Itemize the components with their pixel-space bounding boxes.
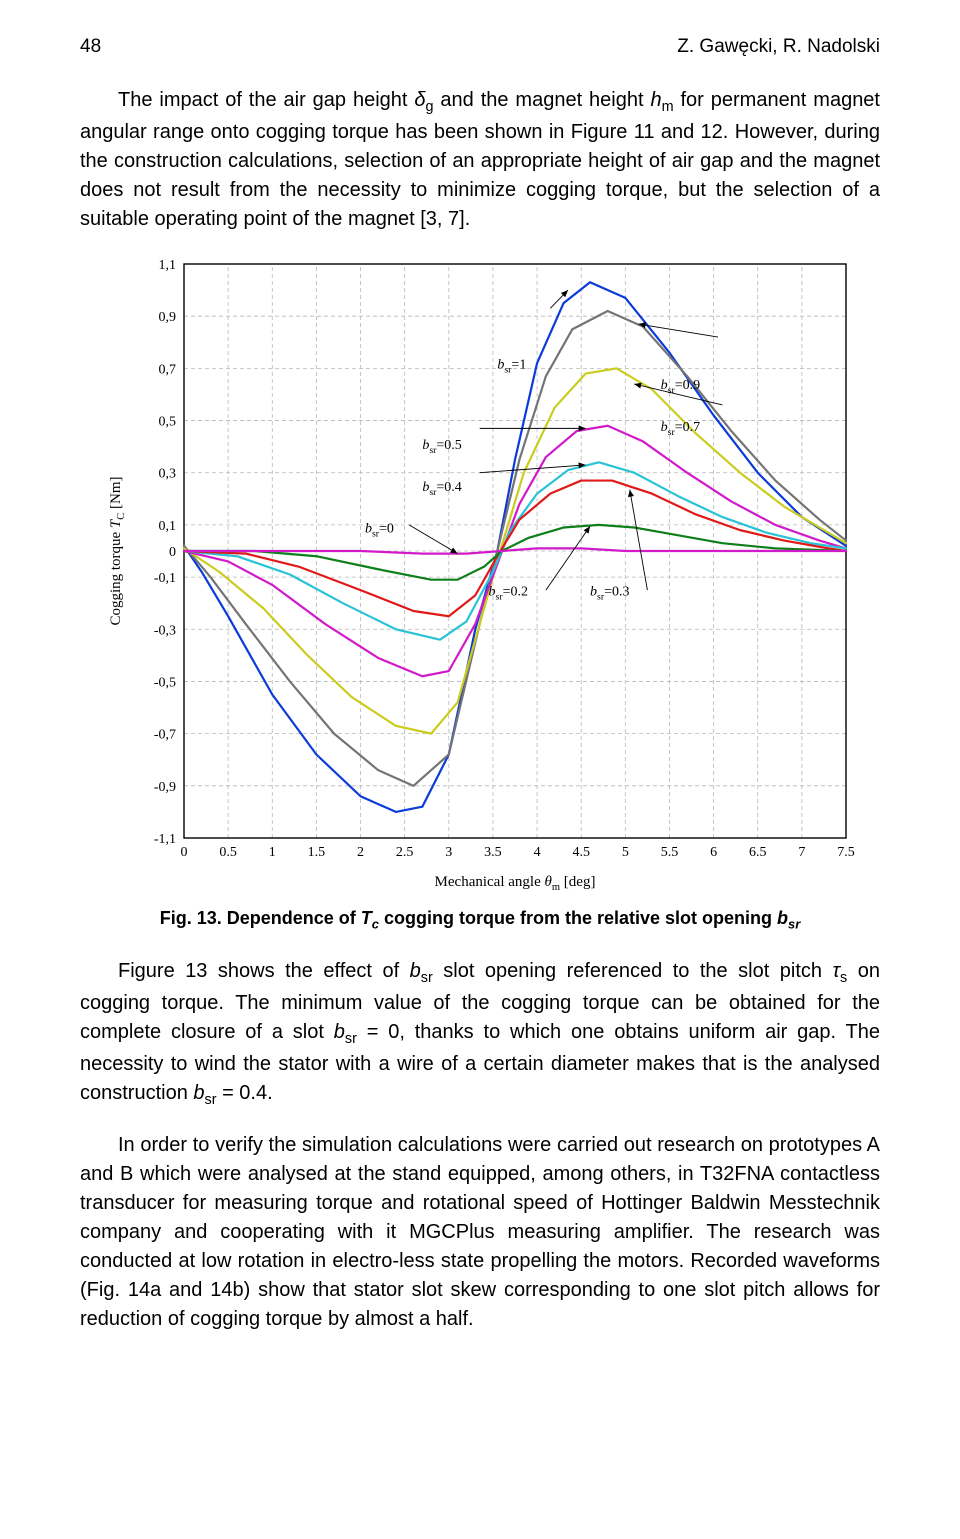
p2-text-e: = 0.4. <box>217 1082 273 1104</box>
svg-text:0.5: 0.5 <box>219 845 237 860</box>
p2-text-b: slot opening referenced to the slot pitc… <box>433 960 833 982</box>
sym-bsr-2: b <box>334 1021 345 1043</box>
svg-text:1,1: 1,1 <box>159 258 177 273</box>
svg-text:6.5: 6.5 <box>749 845 767 860</box>
svg-text:5.5: 5.5 <box>661 845 679 860</box>
svg-text:0: 0 <box>169 545 176 560</box>
svg-text:2.5: 2.5 <box>396 845 414 860</box>
svg-text:-0,7: -0,7 <box>154 728 176 743</box>
svg-text:-0,5: -0,5 <box>154 675 176 690</box>
svg-text:1.5: 1.5 <box>308 845 326 860</box>
svg-text:-1,1: -1,1 <box>154 832 176 847</box>
svg-text:3: 3 <box>445 845 452 860</box>
svg-text:4: 4 <box>534 845 541 860</box>
svg-text:0,5: 0,5 <box>159 414 177 429</box>
svg-text:0,7: 0,7 <box>159 362 177 377</box>
sym-bsr-1: b <box>410 960 421 982</box>
sym-delta-sub: g <box>425 99 433 115</box>
caption-tc: T <box>361 908 372 928</box>
cogging-torque-chart: 0 0.5 1 1.5 2 2.5 3 3.5 4 4.5 5 5.5 6 6.5 7 7.5 -1,1 -0,9… <box>100 254 860 894</box>
sym-tau: τ <box>833 960 840 982</box>
svg-text:1: 1 <box>269 845 276 860</box>
paragraph-3: In order to verify the simulation calcul… <box>80 1131 880 1334</box>
svg-text:-0,1: -0,1 <box>154 571 176 586</box>
svg-text:6: 6 <box>710 845 717 860</box>
svg-text:7.5: 7.5 <box>837 845 855 860</box>
figure-13-caption: Fig. 13. Dependence of Tc cogging torque… <box>80 908 880 932</box>
svg-text:-0,9: -0,9 <box>154 780 176 795</box>
svg-text:5: 5 <box>622 845 629 860</box>
sym-delta: δ <box>414 89 425 111</box>
svg-text:0,9: 0,9 <box>159 310 177 325</box>
caption-mid: cogging torque from the relative slot op… <box>379 908 777 928</box>
p1-text-a: The impact of the air gap height <box>118 89 414 111</box>
svg-text:4.5: 4.5 <box>572 845 590 860</box>
caption-tc-sub: c <box>372 916 379 931</box>
p3-text-a: In order to verify the simulation calcul… <box>80 1134 880 1330</box>
caption-prefix: Fig. 13. Dependence of <box>160 908 361 928</box>
p1-text-b: and the magnet height <box>434 89 651 111</box>
paragraph-2: Figure 13 shows the effect of bsr slot o… <box>80 957 880 1111</box>
svg-text:-0,3: -0,3 <box>154 623 176 638</box>
sym-bsr-2-sub: sr <box>345 1031 357 1047</box>
caption-bsr: b <box>777 908 788 928</box>
svg-text:2: 2 <box>357 845 364 860</box>
page-authors: Z. Gawęcki, R. Nadolski <box>677 36 880 58</box>
page-number: 48 <box>80 36 101 58</box>
sym-bsr-3-sub: sr <box>205 1092 217 1108</box>
svg-text:0,1: 0,1 <box>159 519 177 534</box>
p2-text-a: Figure 13 shows the effect of <box>118 960 410 982</box>
figure-13-chart: 0 0.5 1 1.5 2 2.5 3 3.5 4 4.5 5 5.5 6 6.5 7 7.5 -1,1 -0,9… <box>100 254 860 894</box>
sym-hm: h <box>650 89 661 111</box>
sym-bsr-1-sub: sr <box>421 970 433 986</box>
svg-text:7: 7 <box>798 845 805 860</box>
svg-text:0,3: 0,3 <box>159 467 177 482</box>
sym-hm-sub: m <box>662 99 674 115</box>
svg-text:0: 0 <box>181 845 188 860</box>
paragraph-1: The impact of the air gap height δg and … <box>80 86 880 234</box>
caption-bsr-sub: sr <box>788 916 800 931</box>
sym-bsr-3: b <box>193 1082 204 1104</box>
svg-text:3.5: 3.5 <box>484 845 502 860</box>
